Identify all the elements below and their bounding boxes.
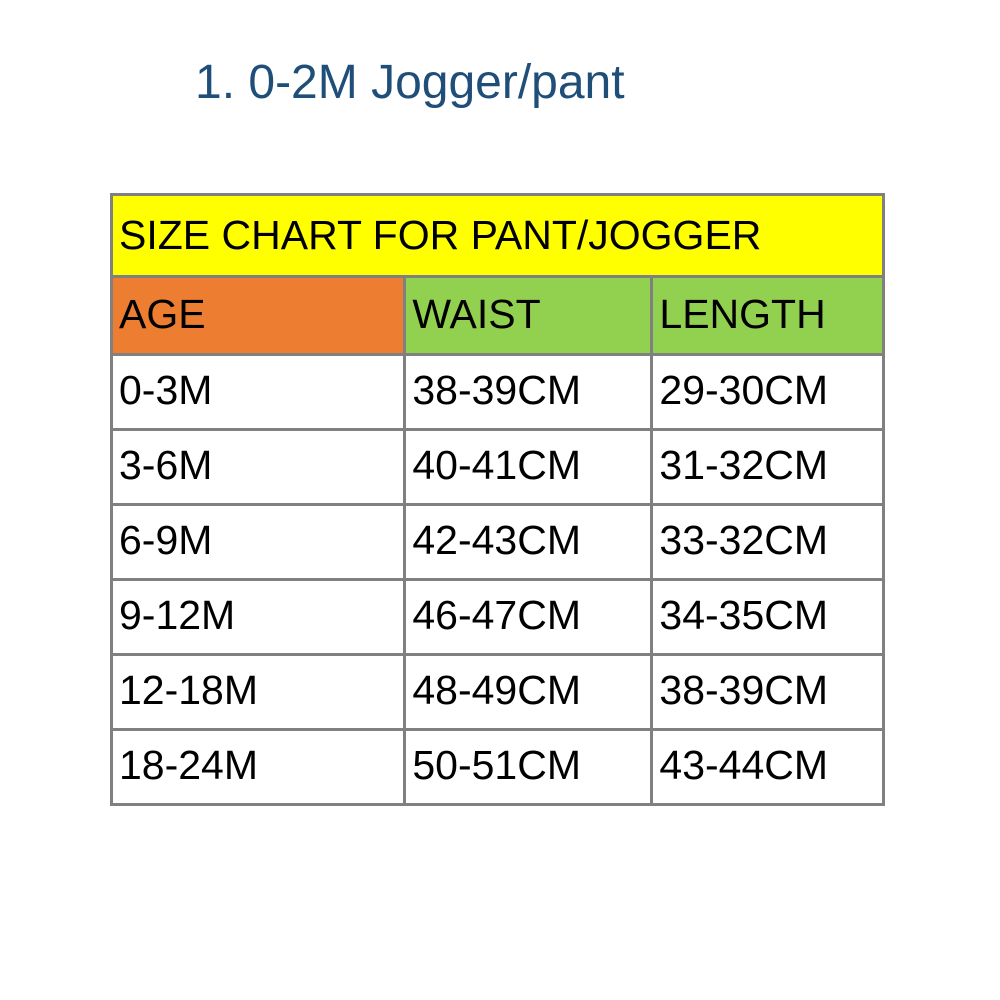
table-row: 12-18M 48-49CM 38-39CM (112, 655, 884, 730)
cell-length: 29-30CM (652, 355, 884, 430)
cell-age: 0-3M (112, 355, 405, 430)
cell-waist: 40-41CM (405, 430, 652, 505)
cell-length: 31-32CM (652, 430, 884, 505)
table-row: 0-3M 38-39CM 29-30CM (112, 355, 884, 430)
cell-age: 9-12M (112, 580, 405, 655)
table-row: 9-12M 46-47CM 34-35CM (112, 580, 884, 655)
table-header-row: AGE WAIST LENGTH (112, 277, 884, 355)
size-chart-table: SIZE CHART FOR PANT/JOGGER AGE WAIST LEN… (110, 193, 885, 806)
table-row: 18-24M 50-51CM 43-44CM (112, 730, 884, 805)
cell-waist: 42-43CM (405, 505, 652, 580)
cell-waist: 38-39CM (405, 355, 652, 430)
cell-waist: 50-51CM (405, 730, 652, 805)
cell-length: 38-39CM (652, 655, 884, 730)
cell-age: 12-18M (112, 655, 405, 730)
cell-waist: 46-47CM (405, 580, 652, 655)
cell-age: 6-9M (112, 505, 405, 580)
page-heading: 1. 0-2M Jogger/pant (195, 55, 625, 110)
cell-age: 18-24M (112, 730, 405, 805)
table-title-row: SIZE CHART FOR PANT/JOGGER (112, 195, 884, 277)
cell-waist: 48-49CM (405, 655, 652, 730)
table-title: SIZE CHART FOR PANT/JOGGER (112, 195, 884, 277)
cell-length: 33-32CM (652, 505, 884, 580)
cell-age: 3-6M (112, 430, 405, 505)
col-header-waist: WAIST (405, 277, 652, 355)
table-row: 6-9M 42-43CM 33-32CM (112, 505, 884, 580)
col-header-age: AGE (112, 277, 405, 355)
cell-length: 34-35CM (652, 580, 884, 655)
cell-length: 43-44CM (652, 730, 884, 805)
col-header-length: LENGTH (652, 277, 884, 355)
table-row: 3-6M 40-41CM 31-32CM (112, 430, 884, 505)
